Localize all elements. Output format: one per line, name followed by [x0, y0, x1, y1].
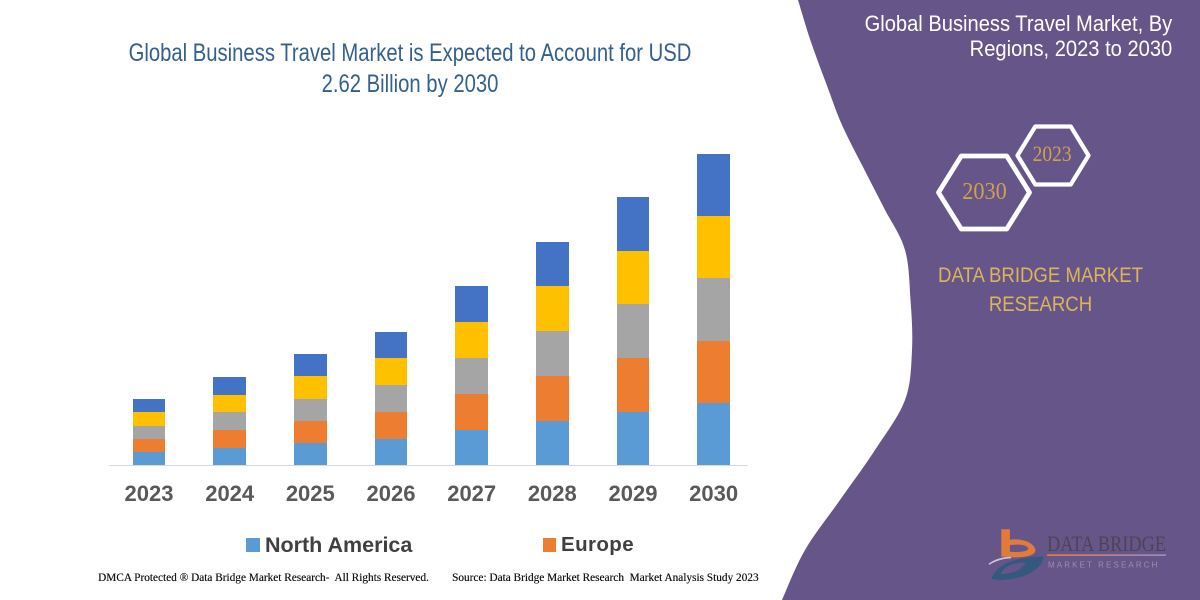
- svg-text:2023: 2023: [1033, 141, 1072, 166]
- svg-text:DATA BRIDGE: DATA BRIDGE: [1047, 531, 1166, 556]
- svg-text:MARKET RESEARCH: MARKET RESEARCH: [1048, 561, 1160, 570]
- svg-text:2030: 2030: [962, 179, 1007, 205]
